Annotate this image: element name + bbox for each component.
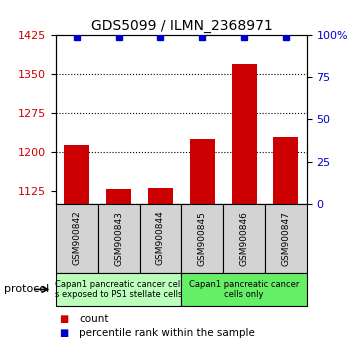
Bar (106, 189, 131, 204)
Text: GSM900843: GSM900843 (114, 211, 123, 266)
Text: GSM900847: GSM900847 (282, 211, 291, 266)
Bar (273, 137, 299, 204)
Text: ■: ■ (60, 328, 69, 338)
Text: Capan1 pancreatic cancer cell
s exposed to PS1 stellate cells: Capan1 pancreatic cancer cell s exposed … (55, 280, 183, 299)
Bar (190, 139, 215, 204)
Text: Capan1 pancreatic cancer
cells only: Capan1 pancreatic cancer cells only (189, 280, 299, 299)
Text: GSM900845: GSM900845 (198, 211, 207, 266)
Text: ■: ■ (60, 314, 69, 324)
Text: GSM900846: GSM900846 (240, 211, 249, 266)
Title: GDS5099 / ILMN_2368971: GDS5099 / ILMN_2368971 (91, 19, 272, 33)
Bar (148, 188, 173, 204)
Text: percentile rank within the sample: percentile rank within the sample (79, 328, 255, 338)
Text: count: count (79, 314, 109, 324)
Text: protocol: protocol (4, 284, 49, 295)
Bar (232, 64, 257, 204)
Bar (64, 145, 90, 204)
Text: GSM900842: GSM900842 (72, 211, 81, 266)
Text: GSM900844: GSM900844 (156, 211, 165, 266)
